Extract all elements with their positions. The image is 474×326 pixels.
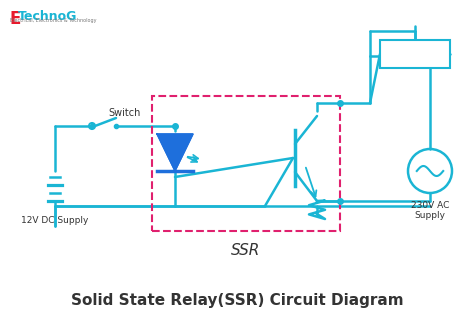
Text: 12V DC Supply: 12V DC Supply — [21, 216, 89, 225]
Text: SSR: SSR — [231, 243, 261, 258]
Text: Electrical, Electronics & Technology: Electrical, Electronics & Technology — [10, 18, 97, 23]
Text: 230V AC
Supply: 230V AC Supply — [411, 201, 449, 220]
Bar — [380, 40, 450, 68]
Polygon shape — [157, 134, 193, 171]
Text: AC Load: AC Load — [394, 49, 436, 59]
Text: Solid State Relay(SSR) Circuit Diagram: Solid State Relay(SSR) Circuit Diagram — [71, 293, 403, 308]
Text: E: E — [10, 10, 21, 28]
Bar — [152, 96, 340, 231]
Text: Switch: Switch — [109, 108, 141, 118]
Text: TechnoG: TechnoG — [18, 10, 77, 23]
